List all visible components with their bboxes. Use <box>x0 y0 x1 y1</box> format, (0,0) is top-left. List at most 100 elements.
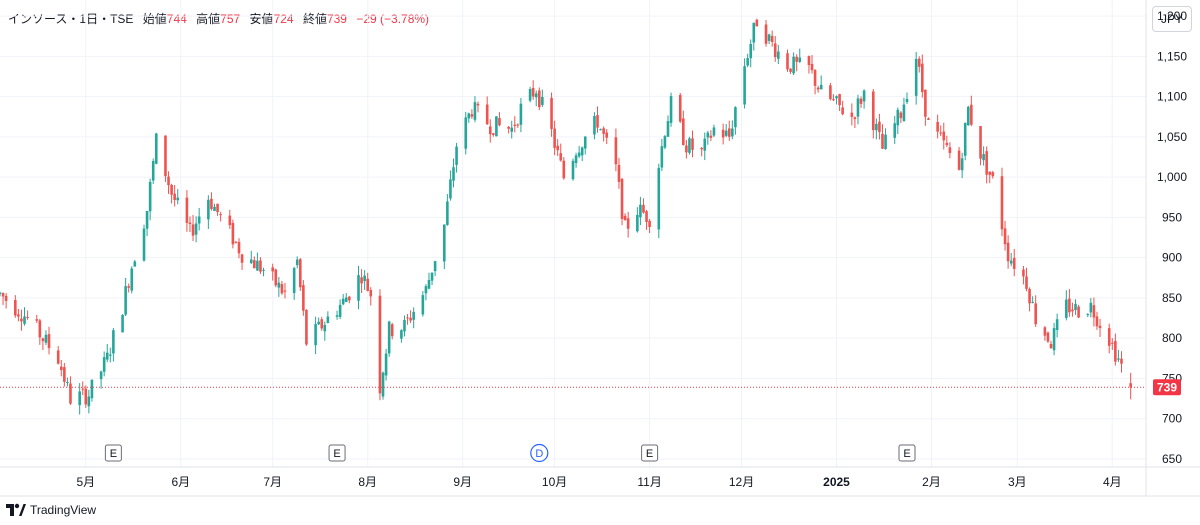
candle <box>881 124 884 149</box>
candle <box>191 215 195 242</box>
candle-body <box>1052 328 1056 351</box>
candle-body <box>871 91 875 131</box>
candle-body <box>41 338 45 342</box>
time-tick-label: 12月 <box>729 475 754 489</box>
tradingview-logo[interactable]: TradingView <box>6 503 96 517</box>
candle-body <box>841 107 844 115</box>
candle <box>749 39 753 68</box>
earnings-marker[interactable]: E <box>641 444 659 462</box>
candle-body <box>14 299 17 316</box>
candle-body <box>1107 328 1111 346</box>
candle <box>253 256 256 269</box>
dividend-marker[interactable]: D <box>530 443 549 463</box>
candle-body <box>896 109 900 126</box>
symbol-title[interactable]: インソース・1日・TSE <box>8 12 134 26</box>
candle-body <box>626 218 630 229</box>
candle-body <box>4 295 8 301</box>
candle <box>213 203 216 212</box>
candle-body <box>878 121 881 133</box>
candle <box>813 69 817 95</box>
price-chart[interactable]: E E D E E 6507007508008509009501,0001,0501,1… <box>0 0 1200 500</box>
candle <box>237 238 241 259</box>
currency-button[interactable]: JPY <box>1152 6 1192 32</box>
candle-body <box>1031 301 1034 303</box>
candle-body <box>341 298 345 305</box>
candle <box>109 347 112 363</box>
candle-body <box>23 316 26 324</box>
candle <box>921 54 924 98</box>
candle <box>856 94 860 125</box>
candle-body <box>378 295 382 394</box>
candle <box>298 258 302 291</box>
candle-body <box>642 204 645 213</box>
candle <box>789 68 792 74</box>
candle-body <box>231 222 235 245</box>
candle-body <box>755 19 759 27</box>
candle-body <box>271 267 275 272</box>
candle-body <box>262 269 265 271</box>
candle <box>706 130 710 145</box>
candle-body <box>905 98 909 103</box>
candle <box>516 123 520 128</box>
candle-body <box>381 372 385 397</box>
candle-body <box>17 314 20 317</box>
candle-body <box>513 124 517 126</box>
candle-body <box>1065 299 1068 318</box>
candle-body <box>476 103 480 106</box>
candle-body <box>452 167 455 181</box>
candle <box>963 122 967 161</box>
candle <box>167 171 170 194</box>
candle-body <box>387 321 391 354</box>
candle <box>1012 248 1016 277</box>
candle-body <box>348 296 351 301</box>
candle-body <box>240 254 244 263</box>
price-axis[interactable]: 6507007508008509009501,0001,0501,1001,15… <box>1157 9 1187 466</box>
low-value: 724 <box>273 12 294 26</box>
candle <box>743 58 746 109</box>
candle-body <box>424 286 428 294</box>
candle-body <box>957 150 961 170</box>
candle-body <box>789 68 792 72</box>
candle-body <box>605 132 609 138</box>
candle-body <box>400 330 403 339</box>
last-price-label: 739 <box>1157 380 1177 394</box>
price-tick-label: 1,000 <box>1157 170 1187 184</box>
candle-body <box>921 63 924 92</box>
candle-body <box>1110 342 1114 344</box>
candle-body <box>1006 242 1010 262</box>
candle <box>231 219 235 249</box>
candle <box>936 114 939 139</box>
candle <box>682 110 685 146</box>
candle-body <box>133 261 137 267</box>
candle <box>63 362 66 387</box>
candle <box>185 190 189 232</box>
candle <box>620 177 624 226</box>
earnings-marker[interactable]: E <box>898 444 916 462</box>
candle <box>424 284 428 301</box>
candle <box>207 195 210 229</box>
candle <box>541 89 544 107</box>
candle <box>326 311 330 324</box>
candle-body <box>249 259 253 264</box>
candle-body <box>277 282 281 288</box>
earnings-marker[interactable]: E <box>104 444 122 462</box>
candle <box>188 216 192 233</box>
candle-body <box>942 131 946 141</box>
candle-body <box>207 199 210 220</box>
candle <box>1 292 5 305</box>
candle <box>838 93 841 112</box>
candle <box>121 314 124 333</box>
candle <box>102 351 106 377</box>
candle-body <box>363 275 366 282</box>
candle-body <box>44 334 48 343</box>
candle <box>663 134 667 150</box>
candle-body <box>648 220 651 228</box>
candle-body <box>682 118 685 145</box>
candle-body <box>449 179 452 199</box>
candle <box>810 55 814 74</box>
earnings-marker[interactable]: E <box>328 444 346 462</box>
candle <box>614 128 618 172</box>
candle <box>344 293 348 303</box>
time-axis[interactable]: 5月 6月 7月 8月 9月 10月 11月 12月 2025 2月 3月 4月 <box>76 475 1121 489</box>
candle <box>893 115 897 144</box>
